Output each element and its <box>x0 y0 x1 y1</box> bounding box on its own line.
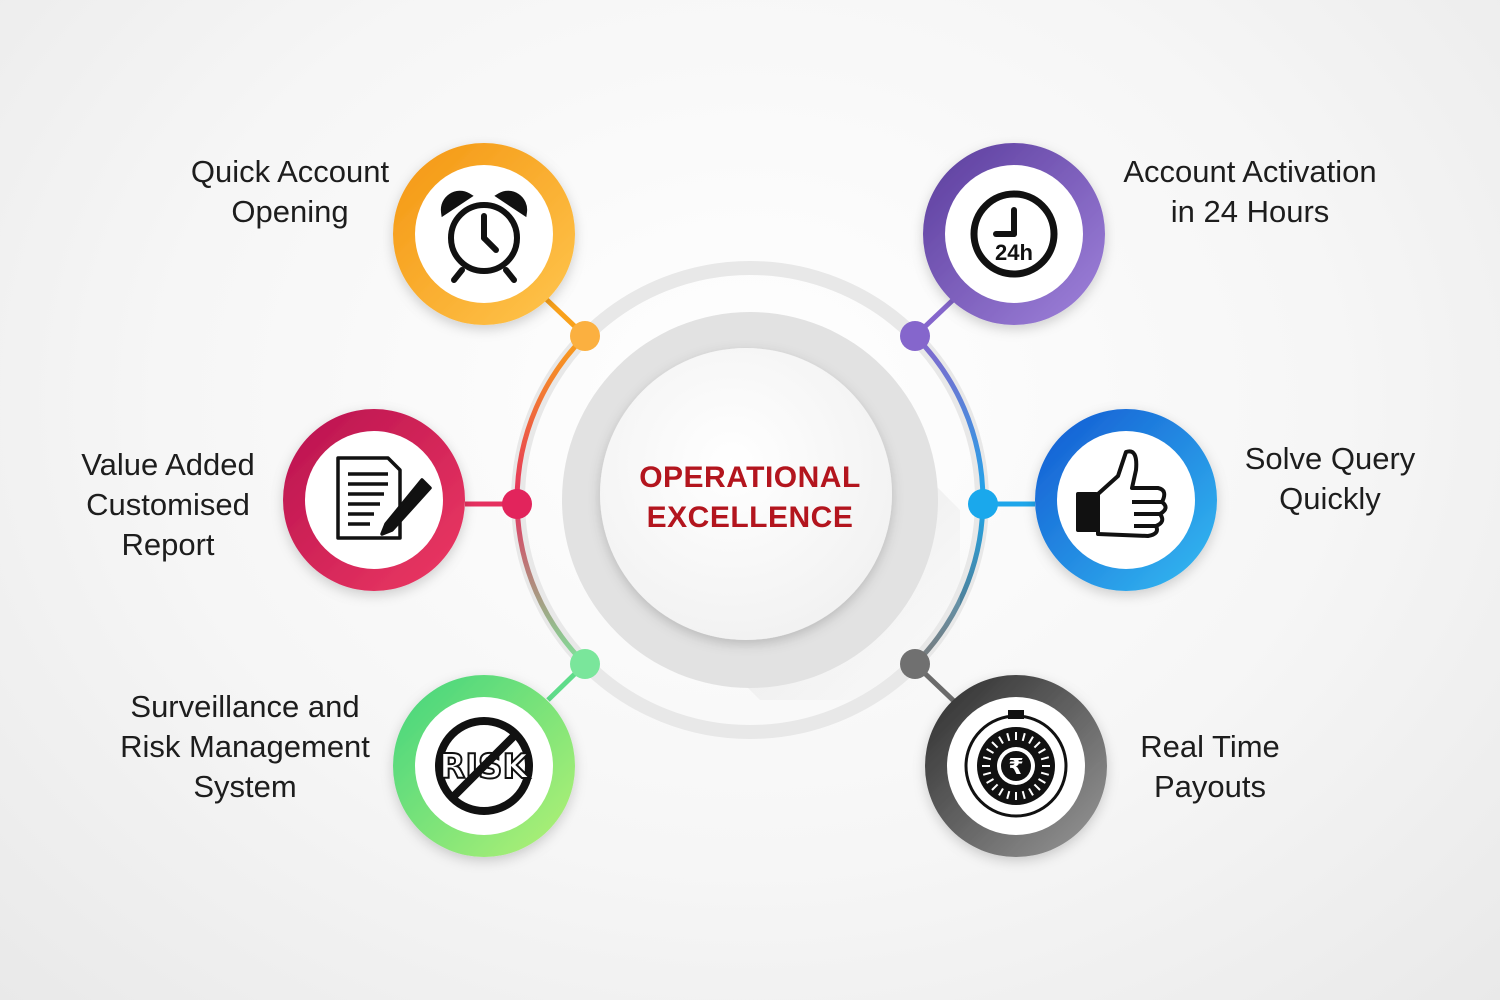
label-line: Report <box>121 527 215 562</box>
dial-tick <box>1040 756 1050 761</box>
node-account-activation: 24h <box>923 143 1105 325</box>
label-line: Quickly <box>1279 481 1381 516</box>
risk-icon-text: RISK <box>439 747 530 787</box>
dial-tick <box>1037 748 1046 754</box>
clock-24h-icon: 24h <box>970 190 1058 278</box>
center-title-line-1: OPERATIONAL <box>639 461 861 494</box>
dial-tick <box>991 783 999 791</box>
dial-tick <box>998 787 1004 796</box>
node-real-time-payouts: ₹ <box>925 675 1107 857</box>
label-line: Risk Management <box>120 729 370 764</box>
dial-tick <box>1028 736 1034 745</box>
node-quick-account-opening <box>393 143 575 325</box>
label-real-time-payouts: Real Time Payouts <box>1110 727 1310 807</box>
label-line: Real Time <box>1140 729 1280 764</box>
label-line: Quick Account <box>190 154 390 189</box>
label-quick-account-opening: Quick Account Opening <box>160 152 420 232</box>
label-account-activation: Account Activation in 24 Hours <box>1100 152 1400 232</box>
label-line: Value Added <box>81 447 255 482</box>
no-risk-icon: RISK <box>435 717 533 815</box>
thumbs-up-icon <box>1076 449 1168 538</box>
node-surveillance-risk: RISK <box>393 675 575 857</box>
dial-tick <box>1006 790 1011 800</box>
clock-24h-text: 24h <box>995 240 1033 265</box>
node-value-added-report <box>283 409 465 591</box>
label-line: Opening <box>231 194 349 229</box>
dial-tick <box>1006 732 1011 742</box>
label-solve-query: Solve Query Quickly <box>1220 439 1440 519</box>
junction-dot-solve-query <box>968 489 998 519</box>
rupee-symbol: ₹ <box>1008 755 1023 780</box>
node-solve-query <box>1035 409 1217 591</box>
dial-tick <box>1033 783 1041 791</box>
dial-tick <box>986 748 995 754</box>
dial-tick <box>1021 790 1026 800</box>
junction-dot-quick-account <box>570 321 600 351</box>
junction-dot-surveillance <box>570 649 600 679</box>
label-line: Account Activation <box>1123 154 1377 189</box>
center-title-line-2: EXCELLENCE <box>646 501 854 534</box>
junction-dot-value-report <box>502 489 532 519</box>
label-line: in 24 Hours <box>1170 194 1330 229</box>
dial-tick <box>1037 778 1046 784</box>
junction-dot-real-time <box>900 649 930 679</box>
label-line: System <box>193 769 297 804</box>
label-line: Customised <box>86 487 250 522</box>
label-line: Surveillance and <box>130 689 360 724</box>
dial-tick <box>991 741 999 749</box>
document-pen-icon <box>336 456 432 540</box>
center-disc <box>600 348 892 640</box>
label-surveillance-risk: Surveillance and Risk Management System <box>95 687 395 807</box>
dial-tick <box>1021 732 1026 742</box>
dial-tick <box>998 736 1004 745</box>
dial-tick <box>1033 741 1041 749</box>
center-title: OPERATIONAL EXCELLENCE <box>600 458 900 538</box>
alarm-clock-icon <box>440 190 528 283</box>
dial-tick <box>986 778 995 784</box>
dial-tick <box>982 771 992 776</box>
dial-tick <box>1028 787 1034 796</box>
label-line: Solve Query <box>1244 441 1416 476</box>
junction-dot-account-activation <box>900 321 930 351</box>
rupee-safe-icon: ₹ <box>964 710 1068 818</box>
dial-tick <box>1040 771 1050 776</box>
label-line: Payouts <box>1153 769 1266 804</box>
dial-tick <box>982 756 992 761</box>
label-value-added-report: Value Added Customised Report <box>48 445 288 565</box>
